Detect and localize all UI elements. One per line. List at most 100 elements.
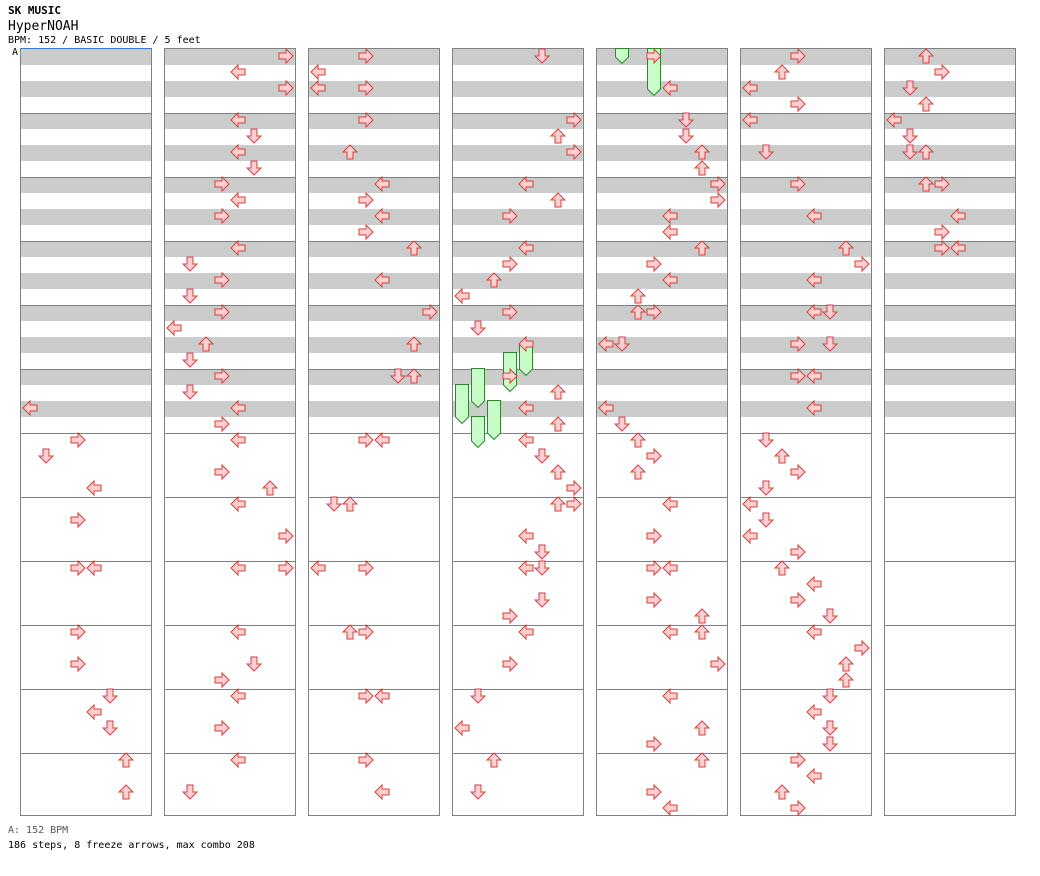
left-arrow-icon — [518, 175, 534, 193]
right-arrow-icon — [70, 511, 86, 529]
left-arrow-icon — [230, 687, 246, 705]
beat-band — [741, 337, 871, 353]
beat-band — [309, 241, 439, 257]
beat-band — [741, 305, 871, 321]
measure-line — [597, 753, 727, 754]
right-arrow-icon — [214, 207, 230, 225]
beat-band — [885, 145, 1015, 161]
measure-line — [741, 433, 871, 434]
measure-line — [21, 113, 151, 114]
right-arrow-icon — [70, 559, 86, 577]
measure-line — [165, 689, 295, 690]
up-arrow-icon — [341, 624, 359, 640]
right-arrow-icon — [278, 79, 294, 97]
measure-line — [885, 753, 1015, 754]
left-arrow-icon — [22, 399, 38, 417]
measure-line — [21, 561, 151, 562]
right-arrow-icon — [790, 335, 806, 353]
left-arrow-icon — [166, 319, 182, 337]
measure-line — [309, 561, 439, 562]
left-arrow-icon — [230, 191, 246, 209]
measure-line — [453, 433, 583, 434]
right-arrow-icon — [502, 255, 518, 273]
measure-line — [309, 241, 439, 242]
up-arrow-icon — [549, 464, 567, 480]
beat-band — [741, 81, 871, 97]
measure-line — [597, 177, 727, 178]
down-arrow-icon — [821, 608, 839, 624]
left-arrow-icon — [230, 559, 246, 577]
left-arrow-icon — [662, 559, 678, 577]
left-arrow-icon — [230, 143, 246, 161]
measure-line — [741, 625, 871, 626]
right-arrow-icon — [854, 639, 870, 657]
measure-line — [309, 625, 439, 626]
beat-band — [597, 401, 727, 417]
beat-band — [21, 81, 151, 97]
down-arrow-icon — [101, 688, 119, 704]
right-arrow-icon — [854, 255, 870, 273]
measure-line — [453, 177, 583, 178]
chart-column — [884, 48, 1016, 816]
measure-line — [165, 753, 295, 754]
beat-band — [453, 401, 583, 417]
up-arrow-icon — [693, 240, 711, 256]
beat-band — [885, 49, 1015, 65]
left-arrow-icon — [886, 111, 902, 129]
down-arrow-icon — [757, 432, 775, 448]
beat-band — [165, 145, 295, 161]
freeze-tail — [471, 400, 485, 408]
up-arrow-icon — [693, 608, 711, 624]
up-arrow-icon — [549, 496, 567, 512]
measure-line — [309, 497, 439, 498]
freeze-arrow — [487, 400, 501, 440]
down-arrow-icon — [901, 144, 919, 160]
chart-stats: 186 steps, 8 freeze arrows, max combo 20… — [8, 840, 255, 851]
measure-line — [453, 753, 583, 754]
beat-band — [21, 113, 151, 129]
beat-band — [21, 145, 151, 161]
chart-column — [308, 48, 440, 816]
left-arrow-icon — [230, 495, 246, 513]
left-arrow-icon — [374, 783, 390, 801]
measure-line — [165, 369, 295, 370]
right-arrow-icon — [358, 559, 374, 577]
up-arrow-icon — [405, 368, 423, 384]
measure-line — [309, 753, 439, 754]
down-arrow-icon — [677, 128, 695, 144]
down-arrow-icon — [181, 784, 199, 800]
measure-line — [453, 689, 583, 690]
right-arrow-icon — [358, 47, 374, 65]
right-arrow-icon — [710, 655, 726, 673]
measure-line — [597, 113, 727, 114]
down-arrow-icon — [533, 592, 551, 608]
measure-line — [597, 497, 727, 498]
left-arrow-icon — [230, 751, 246, 769]
measure-line — [597, 625, 727, 626]
measure-line — [309, 369, 439, 370]
right-arrow-icon — [358, 751, 374, 769]
left-arrow-icon — [454, 287, 470, 305]
freeze-tail — [487, 432, 501, 440]
measure-line — [741, 561, 871, 562]
beat-band — [21, 49, 151, 65]
right-arrow-icon — [710, 175, 726, 193]
right-arrow-icon — [502, 303, 518, 321]
left-arrow-icon — [518, 559, 534, 577]
beat-band — [309, 305, 439, 321]
right-arrow-icon — [790, 751, 806, 769]
freeze-tail — [647, 88, 661, 96]
measure-line — [597, 433, 727, 434]
right-arrow-icon — [934, 223, 950, 241]
left-arrow-icon — [310, 559, 326, 577]
left-arrow-icon — [806, 207, 822, 225]
right-arrow-icon — [566, 111, 582, 129]
right-arrow-icon — [646, 303, 662, 321]
down-arrow-icon — [245, 128, 263, 144]
left-arrow-icon — [230, 111, 246, 129]
measure-line — [21, 369, 151, 370]
freeze-tail — [471, 440, 485, 448]
beat-band — [741, 113, 871, 129]
right-arrow-icon — [502, 655, 518, 673]
